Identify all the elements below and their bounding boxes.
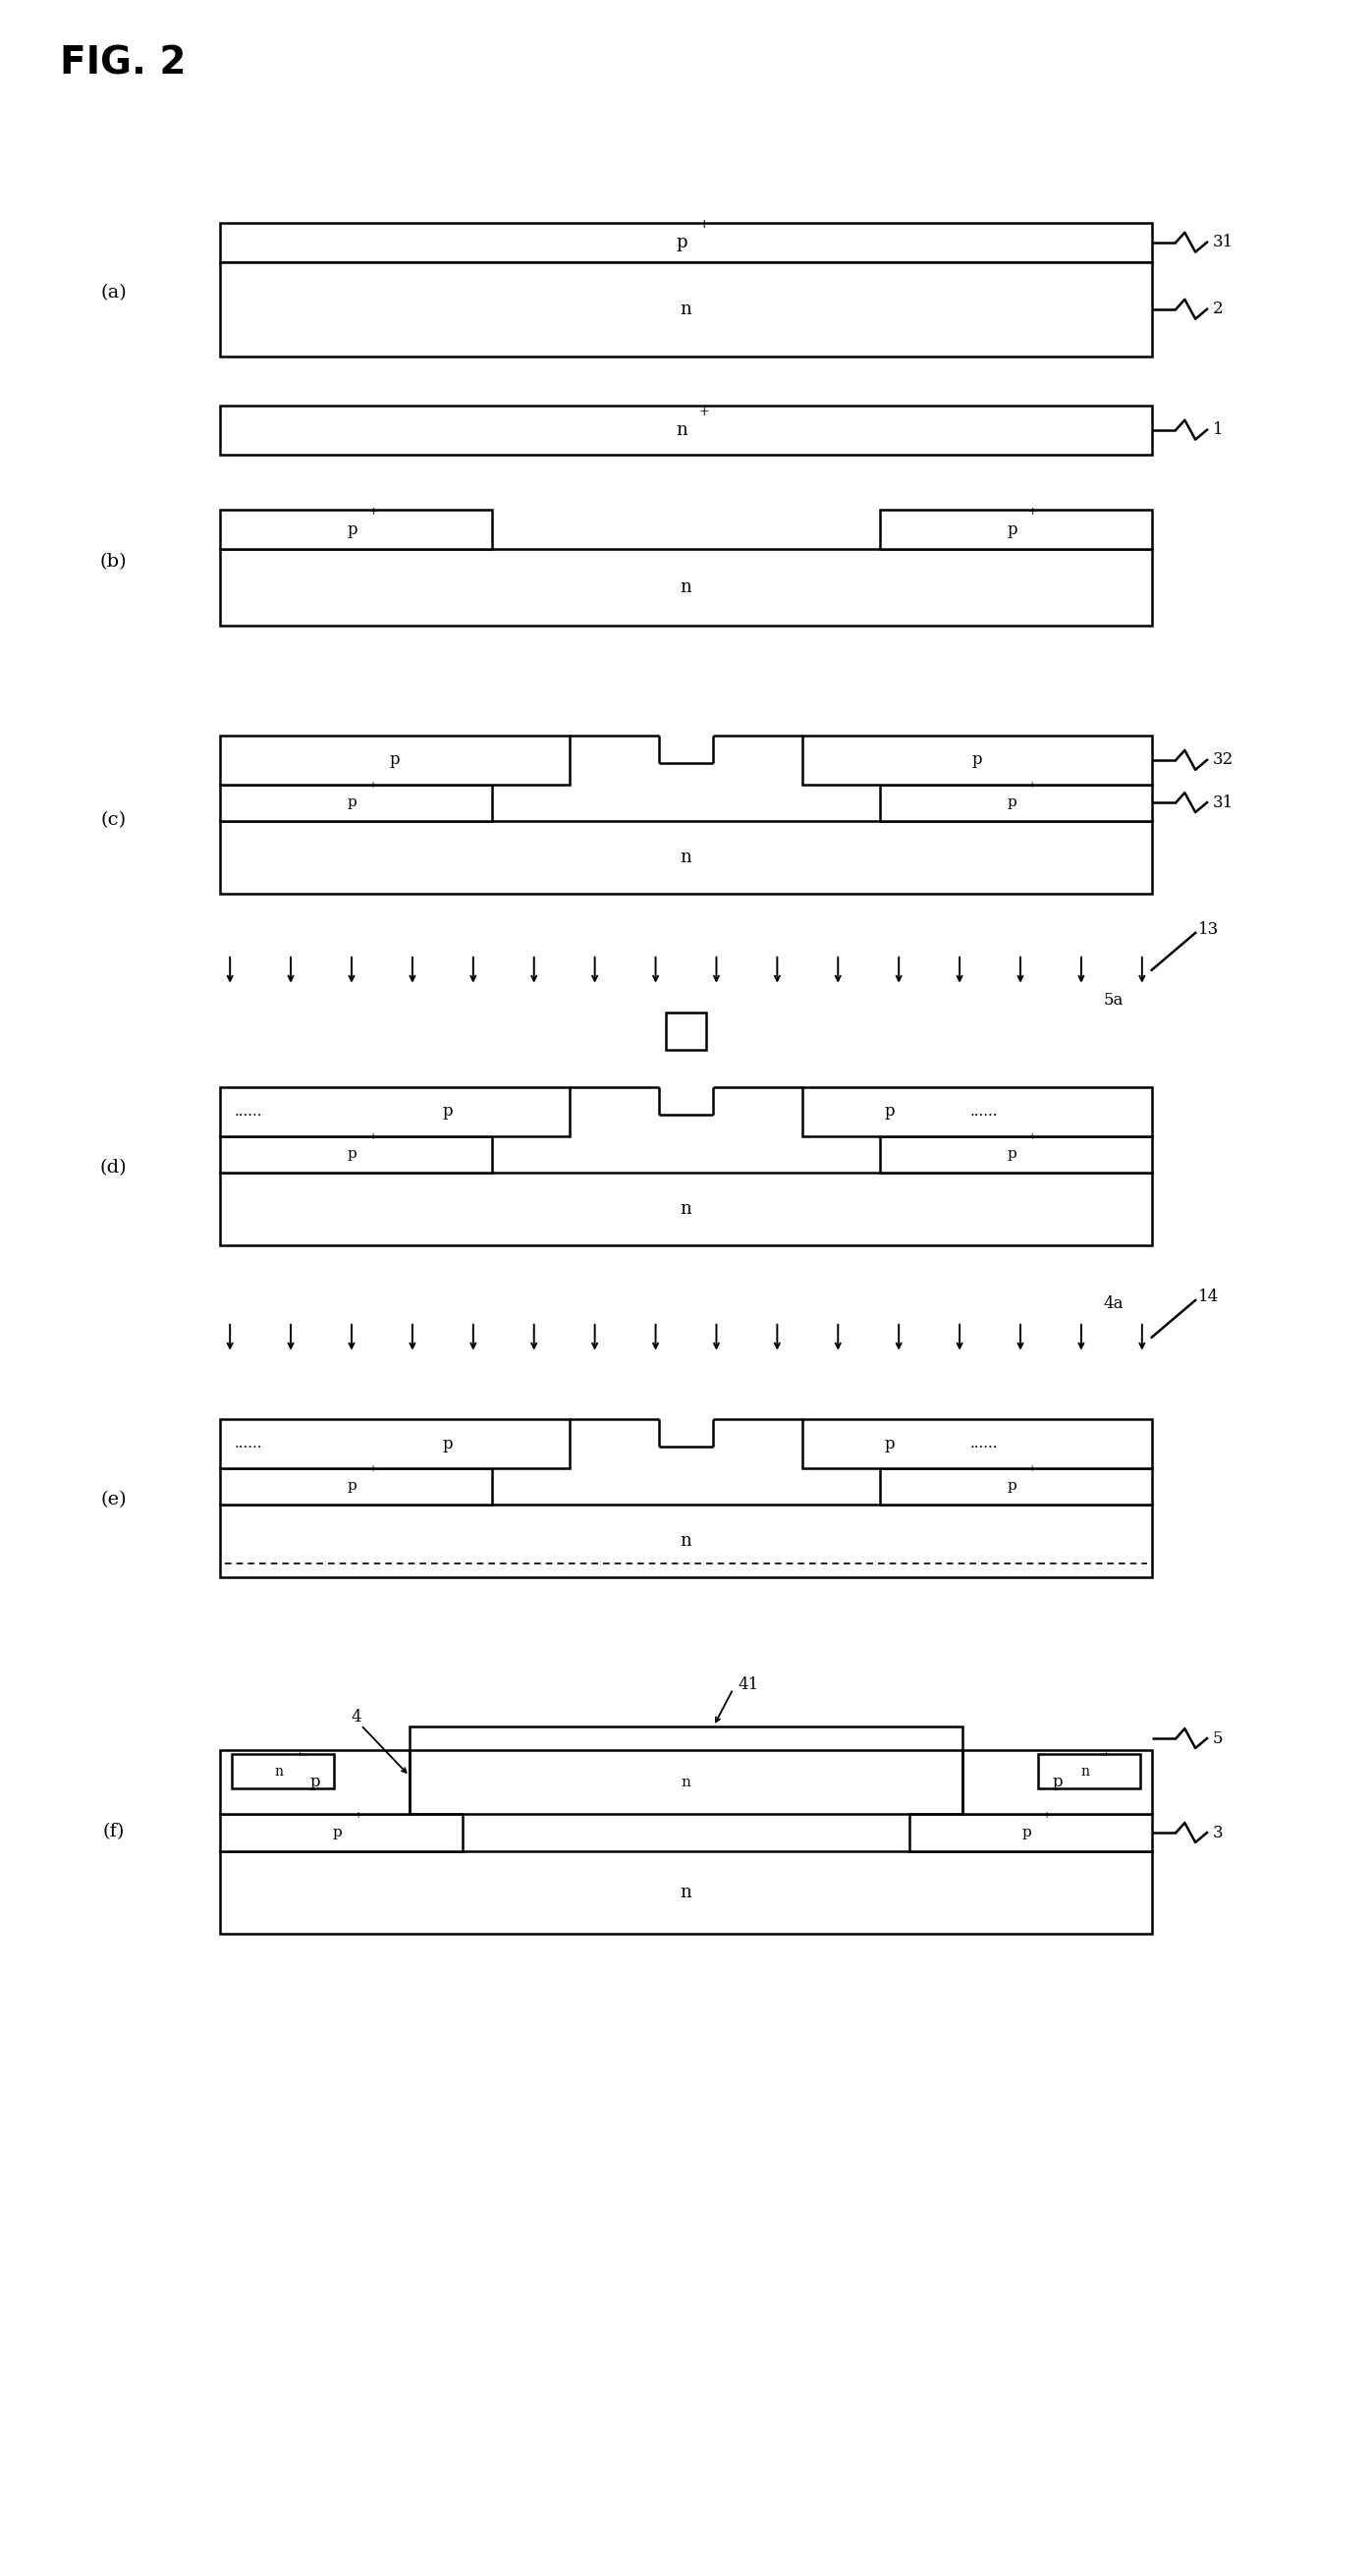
Text: +: + — [369, 1463, 377, 1473]
Text: n: n — [1081, 1765, 1089, 1777]
Text: p: p — [347, 1479, 357, 1494]
Bar — [803, 1419, 1151, 1468]
Bar — [221, 549, 1151, 626]
Text: +: + — [1102, 1749, 1109, 1757]
Text: ......: ...... — [235, 1105, 263, 1118]
Text: (e): (e) — [100, 1492, 126, 1510]
Text: p: p — [310, 1775, 320, 1790]
Text: +: + — [369, 507, 377, 518]
Text: +: + — [1029, 507, 1037, 518]
Text: ......: ...... — [970, 1105, 997, 1118]
Text: 41: 41 — [738, 1677, 759, 1692]
Text: 1: 1 — [1213, 422, 1224, 438]
Text: 2: 2 — [1213, 301, 1224, 317]
Text: ......: ...... — [235, 1437, 263, 1450]
Text: (f): (f) — [103, 1824, 125, 1839]
Bar — [221, 1814, 462, 1852]
Text: +: + — [369, 1133, 377, 1141]
Bar — [221, 737, 569, 786]
Text: 4a: 4a — [1103, 1296, 1124, 1311]
Text: p: p — [676, 234, 687, 250]
Text: 31: 31 — [1213, 234, 1233, 250]
Text: n: n — [681, 1775, 691, 1790]
Text: p: p — [442, 1435, 453, 1453]
Text: p: p — [347, 796, 357, 809]
Bar — [221, 1419, 569, 1468]
Text: +: + — [1029, 1463, 1037, 1473]
Text: +: + — [1043, 1811, 1051, 1819]
Bar — [221, 222, 1151, 263]
Text: n: n — [681, 301, 691, 317]
Bar — [879, 786, 1151, 822]
Text: p: p — [1007, 520, 1017, 538]
Bar — [221, 1087, 569, 1136]
Text: 5a: 5a — [1103, 992, 1124, 1007]
Bar — [879, 1136, 1151, 1172]
Bar — [232, 1754, 333, 1788]
Text: p: p — [1007, 796, 1017, 809]
Text: +: + — [354, 1811, 362, 1819]
Bar — [665, 1012, 707, 1051]
Text: (d): (d) — [100, 1159, 128, 1177]
Bar — [1039, 1754, 1140, 1788]
Text: n: n — [681, 577, 691, 595]
Text: n: n — [681, 1533, 691, 1551]
Text: p: p — [971, 752, 982, 768]
Text: (a): (a) — [100, 283, 126, 301]
Bar — [963, 1752, 1151, 1814]
Text: 31: 31 — [1213, 793, 1233, 811]
Bar — [910, 1814, 1151, 1852]
Text: p: p — [347, 1146, 357, 1162]
Bar — [221, 822, 1151, 894]
Text: +: + — [369, 781, 377, 788]
Text: p: p — [1052, 1775, 1062, 1790]
Text: p: p — [1007, 1146, 1017, 1162]
Text: 4: 4 — [351, 1708, 361, 1726]
Text: +: + — [295, 1749, 302, 1757]
Bar — [221, 1752, 409, 1814]
Bar — [221, 1468, 493, 1504]
Text: ......: ...... — [970, 1437, 997, 1450]
Text: n: n — [681, 1200, 691, 1218]
Text: p: p — [442, 1103, 453, 1121]
Text: n: n — [681, 848, 691, 866]
Text: 5: 5 — [1213, 1731, 1224, 1747]
Bar — [409, 1726, 963, 1752]
Bar — [879, 1468, 1151, 1504]
Text: p: p — [347, 520, 358, 538]
Text: +: + — [1029, 1133, 1037, 1141]
Text: FIG. 2: FIG. 2 — [60, 44, 187, 82]
Bar — [221, 1136, 493, 1172]
Text: p: p — [333, 1826, 343, 1839]
Text: p: p — [390, 752, 401, 768]
Text: 3: 3 — [1213, 1824, 1224, 1842]
Bar — [221, 510, 493, 549]
Text: (c): (c) — [100, 811, 126, 829]
Bar — [803, 1087, 1151, 1136]
Bar — [221, 786, 493, 822]
Text: p: p — [885, 1435, 895, 1453]
Bar — [221, 1172, 1151, 1247]
Text: n: n — [676, 420, 687, 438]
Text: (b): (b) — [100, 554, 128, 569]
Bar — [221, 1504, 1151, 1577]
Text: p: p — [885, 1103, 895, 1121]
Text: +: + — [1029, 781, 1037, 788]
Text: 13: 13 — [1198, 922, 1220, 938]
Text: n: n — [681, 1883, 691, 1901]
Text: 32: 32 — [1213, 752, 1233, 768]
Text: p: p — [1022, 1826, 1032, 1839]
Bar — [221, 404, 1151, 453]
Bar — [221, 263, 1151, 355]
Text: n: n — [274, 1765, 284, 1777]
Text: +: + — [698, 407, 709, 420]
Bar — [879, 510, 1151, 549]
Text: 14: 14 — [1198, 1288, 1220, 1306]
Bar — [221, 1852, 1151, 1935]
Text: +: + — [698, 219, 709, 232]
Text: p: p — [1007, 1479, 1017, 1494]
Bar — [803, 737, 1151, 786]
